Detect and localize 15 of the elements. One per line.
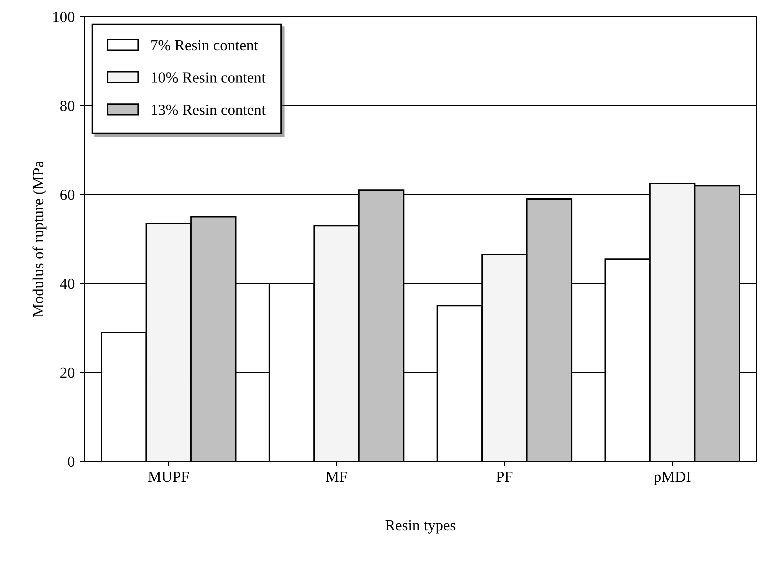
x-tick-label: PF — [496, 472, 513, 482]
y-tick-label: 60 — [60, 190, 75, 200]
y-tick-label: 80 — [60, 100, 75, 112]
legend-label: 13% Resin content — [152, 104, 266, 116]
y-axis-title: Modulus of rupture (MPa — [32, 161, 47, 318]
y-tick-label: 0 — [68, 456, 75, 468]
legend-label: 7% Resin content — [152, 40, 258, 51]
x-tick-label: MF — [326, 472, 348, 482]
x-tick-label: pMDI — [654, 472, 691, 486]
x-tick-label: MUPF — [148, 472, 190, 482]
y-tick-label: 100 — [54, 12, 75, 22]
y-tick-label: 40 — [60, 278, 75, 290]
legend-label: 10% Resin content — [152, 72, 266, 83]
x-axis-title: Resin types — [386, 520, 456, 534]
y-tick-label: 20 — [60, 368, 75, 378]
